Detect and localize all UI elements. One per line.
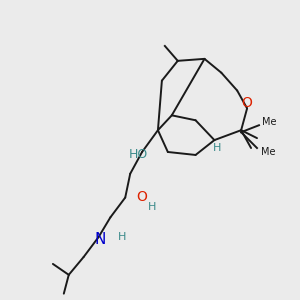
Text: H: H — [212, 143, 221, 153]
Text: O: O — [136, 190, 147, 204]
Text: H: H — [118, 232, 127, 242]
Text: Me: Me — [261, 147, 275, 157]
Text: HO: HO — [129, 148, 148, 161]
Text: Me: Me — [262, 117, 277, 127]
Text: H: H — [148, 202, 156, 212]
Text: N: N — [95, 232, 106, 247]
Text: O: O — [242, 96, 253, 110]
